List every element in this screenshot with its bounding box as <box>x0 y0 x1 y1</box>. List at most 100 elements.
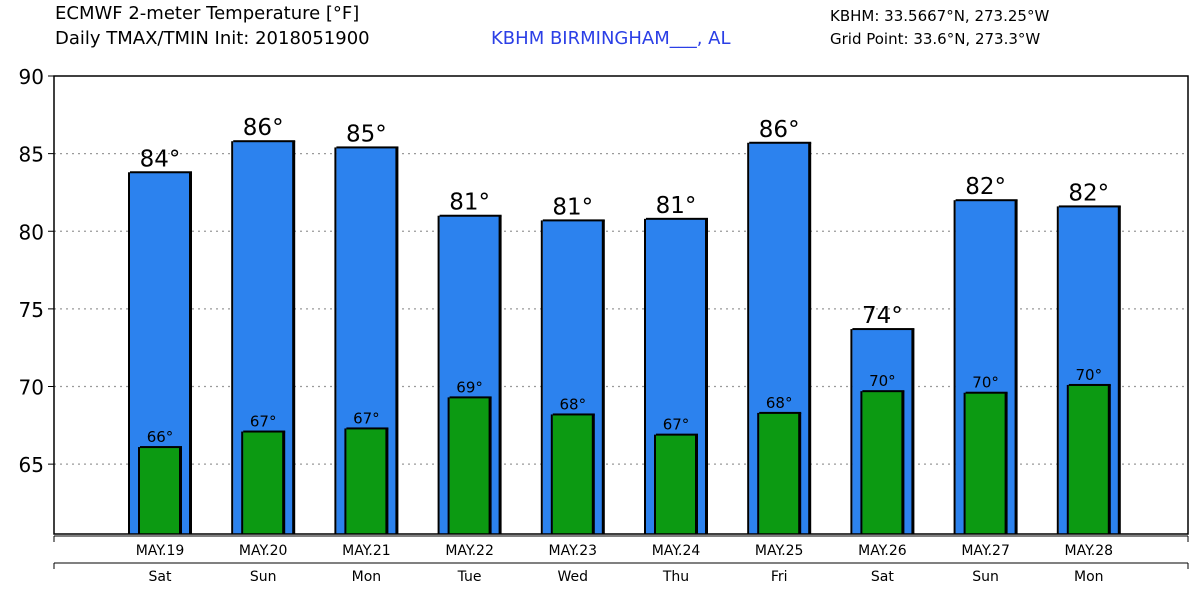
tmax-bar-top-edge <box>955 199 1018 202</box>
tmin-value-label: 70° <box>869 372 896 390</box>
tmax-bar-edge <box>705 218 708 534</box>
tmin-bar-top-edge <box>656 433 698 436</box>
tmin-bar <box>243 431 284 534</box>
x-date-label: MAY.21 <box>342 543 391 559</box>
tmin-bar-left-edge <box>654 434 656 534</box>
tmin-bar <box>862 391 903 534</box>
tmin-value-label: 69° <box>456 378 483 396</box>
tmax-bar-edge <box>395 147 399 535</box>
tmin-bar-top-edge <box>862 390 905 393</box>
tmax-bar-edge <box>601 220 605 534</box>
tmax-value-label: 81° <box>449 190 490 216</box>
tmin-bar-left-edge <box>138 447 140 534</box>
tmax-bar-edge <box>808 142 812 534</box>
tmax-bar-left-edge <box>231 141 234 534</box>
tmin-value-label: 70° <box>972 374 999 392</box>
tmax-bar-left-edge <box>540 220 543 534</box>
y-tick-label: 70 <box>19 376 44 400</box>
tmin-bar-left-edge <box>1066 384 1069 534</box>
tmax-value-label: 82° <box>1068 180 1109 206</box>
tmin-bar-top-edge <box>243 430 286 433</box>
tmin-value-label: 67° <box>353 409 380 427</box>
tmin-bar-left-edge <box>447 397 450 534</box>
tmin-bar-left-edge <box>344 428 347 534</box>
tmin-bar-top-edge <box>449 396 492 399</box>
grid-point-coordinates: Grid Point: 33.6°N, 273.3°W <box>830 30 1041 48</box>
tmax-bar-edge <box>1117 206 1121 534</box>
tmin-bar-edge <box>901 391 905 534</box>
tmax-bar-edge <box>292 141 296 534</box>
x-weekday-label: Mon <box>352 569 382 585</box>
tmin-bar-left-edge <box>963 392 966 534</box>
tmax-bar-left-edge <box>128 172 130 534</box>
x-date-label: MAY.19 <box>136 543 185 559</box>
tmin-bar-edge <box>1004 392 1008 534</box>
tmin-value-label: 66° <box>147 428 174 446</box>
tmax-bar-edge <box>189 172 192 534</box>
x-weekday-label: Sun <box>972 569 999 585</box>
tmin-value-label: 67° <box>250 413 277 431</box>
tmin-bar-top-edge <box>140 446 182 449</box>
x-date-label: MAY.26 <box>858 543 907 559</box>
tmax-bar-left-edge <box>644 218 646 534</box>
station-coordinates: KBHM: 33.5667°N, 273.25°W <box>830 7 1050 25</box>
tmax-bar-top-edge <box>439 214 502 217</box>
tmax-value-label: 81° <box>552 194 593 220</box>
y-tick-label: 75 <box>19 298 44 322</box>
tmax-bar-left-edge <box>850 329 853 534</box>
tmin-value-label: 68° <box>766 394 793 412</box>
tmin-bar-top-edge <box>346 427 389 430</box>
tmax-value-label: 82° <box>965 174 1006 200</box>
y-tick-label: 85 <box>19 143 44 167</box>
x-weekday-label: Sun <box>250 569 277 585</box>
y-tick-label: 80 <box>19 220 44 244</box>
x-weekday-label: Sat <box>871 569 894 585</box>
tmin-bar <box>552 414 593 534</box>
x-date-label: MAY.25 <box>755 543 804 559</box>
chart-title: ECMWF 2-meter Temperature [°F] <box>55 3 360 24</box>
tmax-bar-top-edge <box>542 219 605 222</box>
tmax-bar-top-edge <box>336 146 399 149</box>
x-date-label: MAY.22 <box>445 543 494 559</box>
tmin-bar-edge <box>179 447 182 534</box>
tmin-bar-edge <box>695 434 698 534</box>
tmax-bar-edge <box>1014 200 1018 535</box>
tmax-bar-top-edge <box>233 140 296 143</box>
plot-frame <box>53 75 1189 535</box>
tmin-value-label: 70° <box>1076 366 1103 384</box>
x-date-label: MAY.20 <box>239 543 288 559</box>
tmax-bar-left-edge <box>437 215 440 534</box>
tmax-bar-top-edge <box>130 171 192 174</box>
x-date-label: MAY.27 <box>961 543 1010 559</box>
station-name: KBHM BIRMINGHAM___, AL <box>491 28 731 49</box>
tmin-bar <box>759 412 800 534</box>
tmin-bar-edge <box>1107 384 1111 534</box>
tmin-bar-top-edge <box>759 411 802 414</box>
x-weekday-label: Mon <box>1074 569 1104 585</box>
tmin-bar <box>656 434 696 534</box>
tmin-bar-left-edge <box>860 391 863 534</box>
tmax-bar-left-edge <box>747 142 750 534</box>
tmin-value-label: 67° <box>663 416 690 434</box>
x-date-label: MAY.24 <box>652 543 701 559</box>
x-weekday-label: Sat <box>149 569 172 585</box>
tmax-bar-left-edge <box>1056 206 1059 534</box>
x-date-label: MAY.28 <box>1065 543 1114 559</box>
tmin-bar <box>965 392 1006 534</box>
tmax-value-label: 74° <box>862 303 903 329</box>
tmin-bar <box>1068 384 1109 534</box>
tmax-bar-top-edge <box>1058 205 1121 208</box>
y-tick-label: 65 <box>19 453 44 477</box>
tmax-bar-edge <box>911 329 915 534</box>
tmax-bar-left-edge <box>953 200 956 535</box>
tmax-bar-left-edge <box>334 147 337 535</box>
tmin-bar-top-edge <box>965 391 1008 394</box>
tmin-bar-edge <box>591 414 595 534</box>
x-weekday-label: Fri <box>771 569 788 585</box>
tmax-bar-top-edge <box>646 217 708 220</box>
tmax-value-label: 86° <box>759 117 800 143</box>
tmin-bar-left-edge <box>757 412 760 534</box>
tmax-value-label: 85° <box>346 121 387 147</box>
tmax-bar-top-edge <box>749 141 812 144</box>
tmin-bar-top-edge <box>1068 383 1111 386</box>
